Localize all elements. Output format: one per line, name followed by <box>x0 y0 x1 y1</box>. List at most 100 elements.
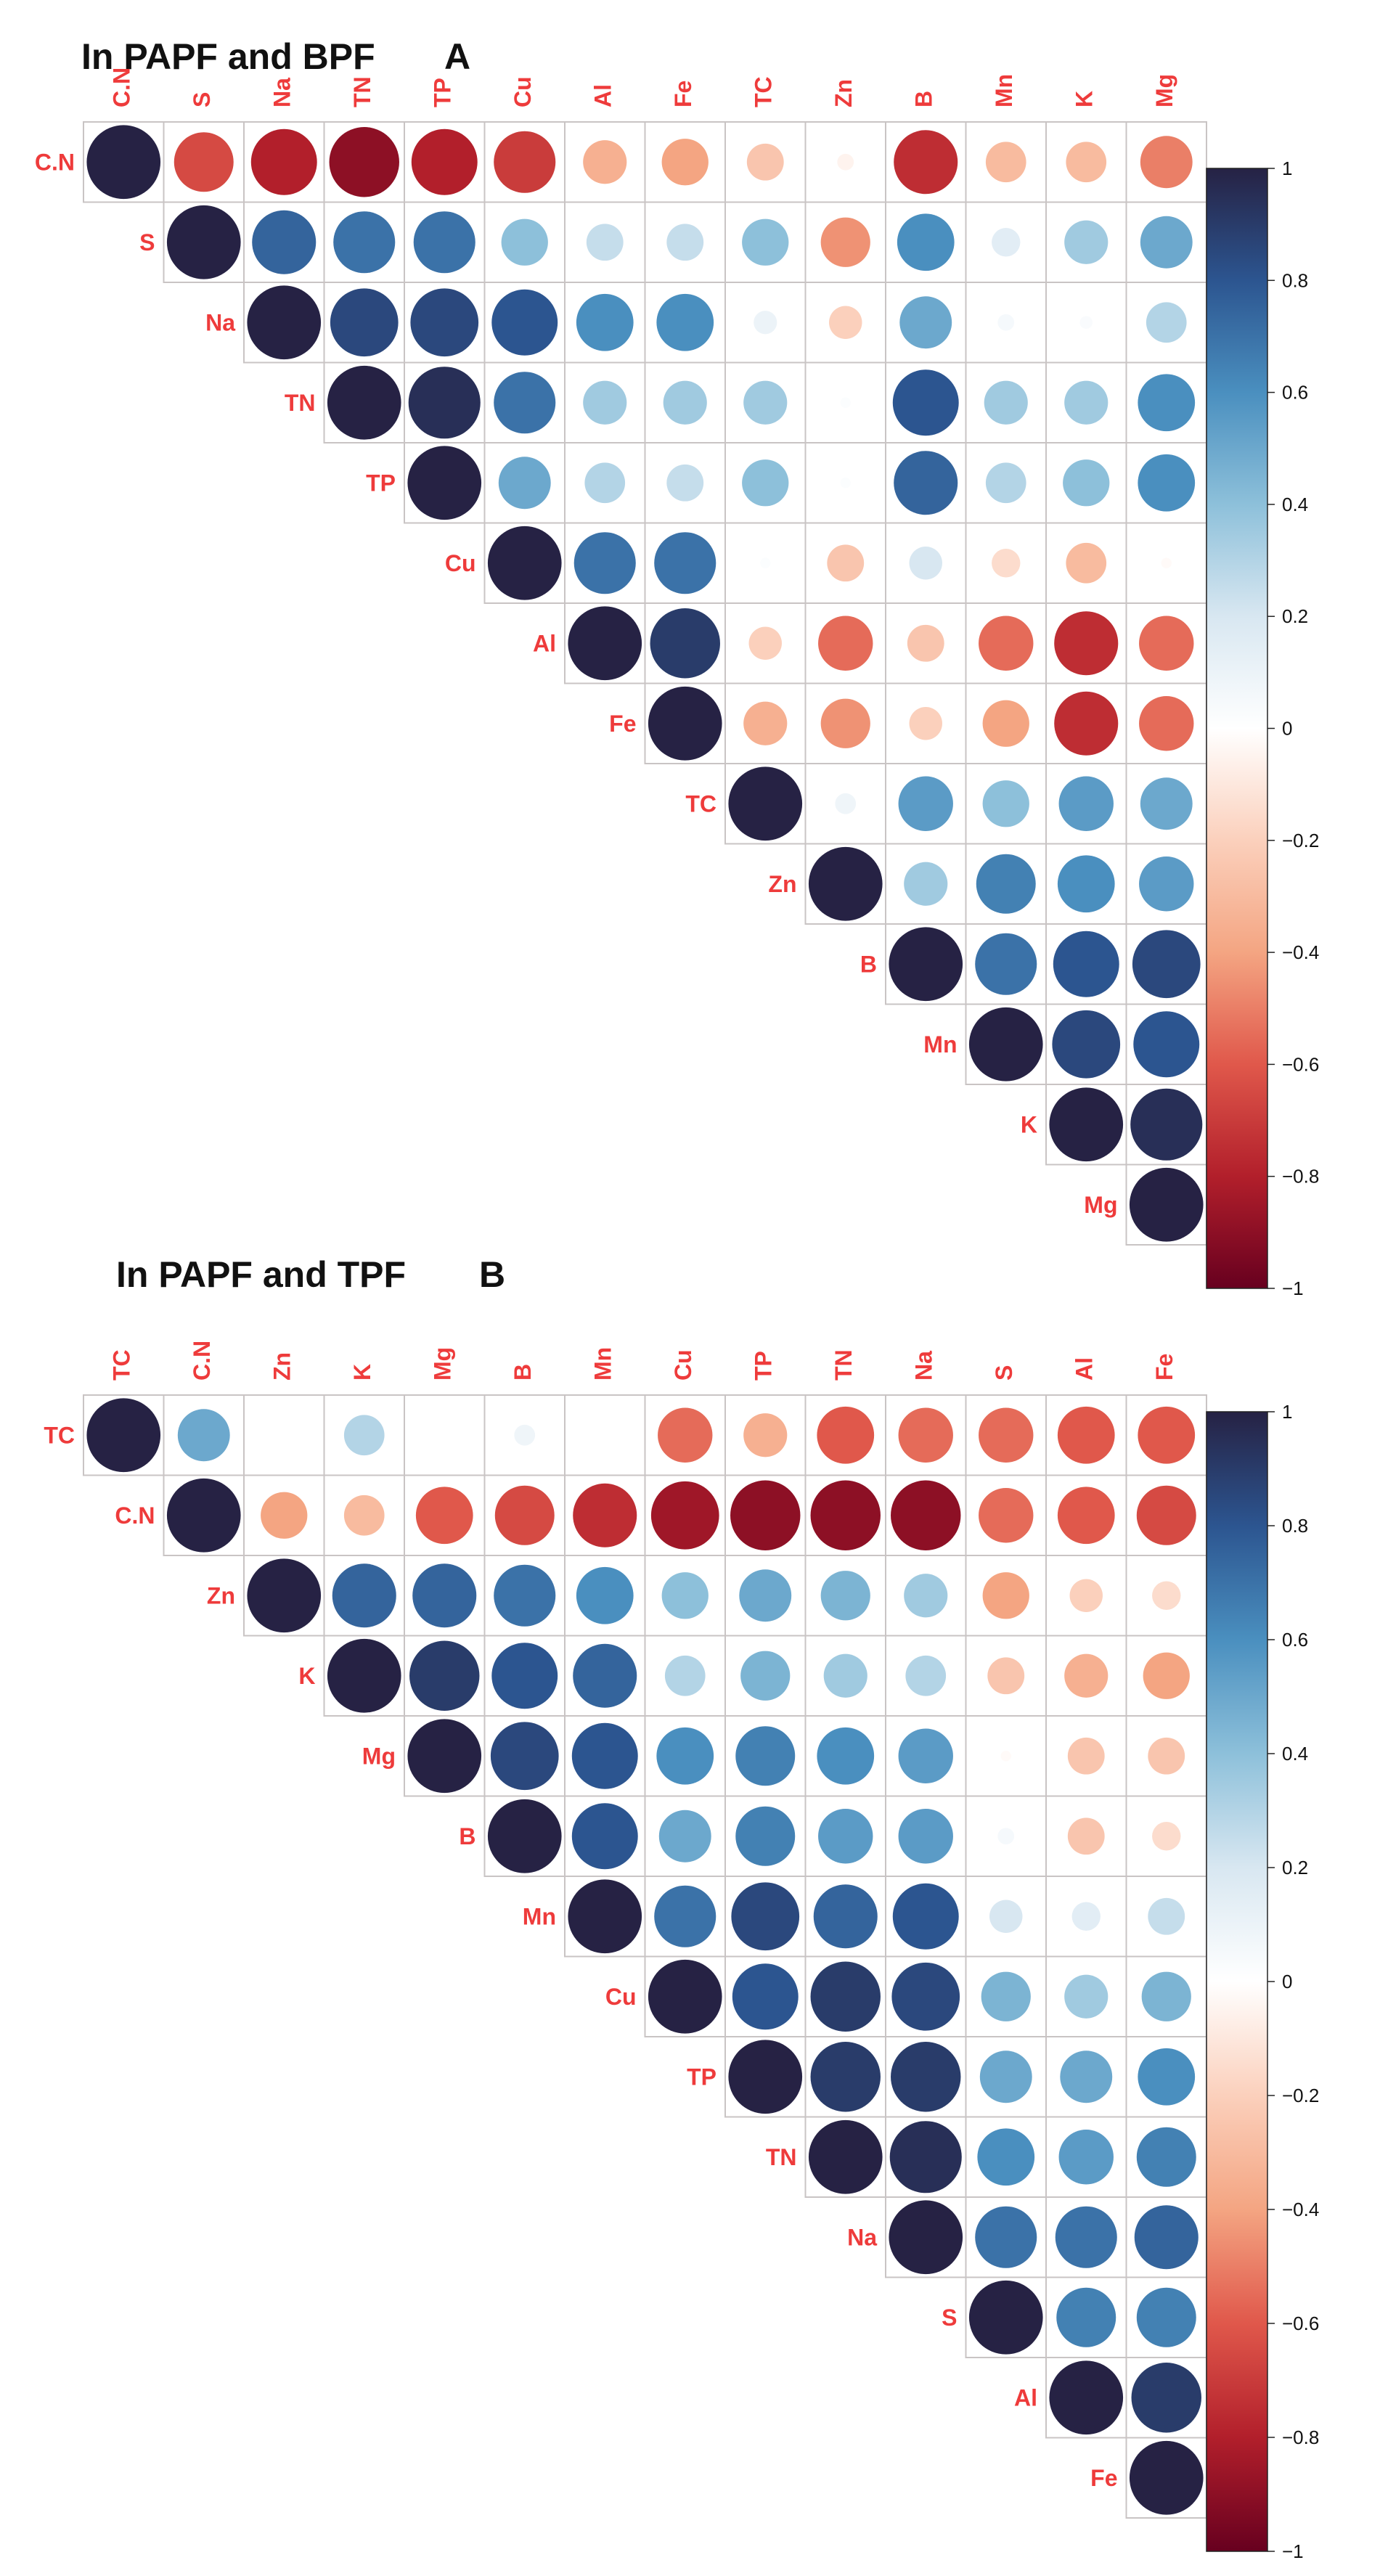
correlation-circle-Mn-K <box>1052 1010 1121 1079</box>
correlation-circle-S-Al <box>586 224 624 261</box>
correlation-circle-K-Al <box>1064 1653 1109 1698</box>
row-label: TN <box>766 2144 797 2170</box>
row-label: B <box>860 951 877 977</box>
colorbar-tick-label: 1 <box>1282 1401 1292 1423</box>
correlation-circle-TC-Mg <box>1140 777 1193 830</box>
correlation-circle-C.N-TP <box>730 1480 801 1550</box>
correlation-circle-Zn-Mg <box>412 1563 477 1628</box>
correlation-circle-Al-Fe <box>650 608 720 679</box>
correlation-circle-B-B <box>487 1799 562 1873</box>
correlation-circle-TN-Na <box>889 2121 962 2193</box>
correlation-circle-Zn-TN <box>820 1571 870 1621</box>
correlation-circle-TP-TP <box>728 2040 803 2114</box>
panel-b-title: In PAPF and TPF <box>116 1254 406 1295</box>
row-label: K <box>1021 1111 1037 1137</box>
row-label: B <box>459 1823 475 1849</box>
correlation-circle-Na-K <box>1079 316 1093 330</box>
correlation-circle-S-Mg <box>1140 216 1193 269</box>
correlation-circle-Cu-Zn <box>827 544 865 582</box>
correlation-circle-Fe-Mg <box>1139 696 1194 751</box>
correlation-circle-Mn-S <box>989 1900 1023 1933</box>
row-label: TC <box>685 790 716 817</box>
column-label: B <box>510 1364 536 1381</box>
colorbar-tick-label: 0.2 <box>1282 1857 1308 1878</box>
correlation-circle-TP-TC <box>742 459 789 507</box>
correlation-circle-TP-B <box>894 451 958 515</box>
correlation-circle-TC-K <box>1058 776 1114 831</box>
correlation-circle-Na-Na <box>247 285 322 360</box>
correlation-circle-C.N-Al <box>1057 1487 1115 1545</box>
colorbar-tick-label: −0.6 <box>1282 1053 1319 1075</box>
column-label: Zn <box>269 1352 295 1381</box>
column-label: K <box>349 1364 375 1381</box>
correlation-circle-Na-TC <box>754 311 777 335</box>
correlation-circle-Na-Zn <box>829 306 862 339</box>
correlation-circle-C.N-C.N <box>86 125 161 200</box>
correlation-circle-Mn-Mn <box>568 1879 642 1954</box>
row-label: TN <box>285 390 316 416</box>
colorbar-tick-label: −1 <box>1282 1277 1304 1299</box>
correlation-circle-TC-S <box>979 1407 1034 1463</box>
correlation-circle-TN-Al <box>583 380 627 425</box>
correlation-circle-TC-B <box>898 776 953 831</box>
correlation-circle-Mn-Mn <box>968 1007 1043 1081</box>
correlation-circle-K-K <box>327 1638 401 1713</box>
correlation-circle-TN-Mg <box>1138 374 1196 432</box>
correlation-circle-C.N-Mg <box>1140 136 1193 189</box>
correlation-circle-TP-TN <box>810 2042 881 2112</box>
correlation-circle-Zn-K <box>332 1563 396 1628</box>
colorbar-tick-label: 0.4 <box>1282 494 1308 515</box>
correlation-circle-C.N-K <box>1066 142 1107 183</box>
correlation-circle-TC-Al <box>1057 1406 1115 1464</box>
panel-a-cells <box>83 121 1207 1246</box>
correlation-circle-Cu-K <box>1066 542 1107 584</box>
column-label: Fe <box>1151 1354 1177 1381</box>
column-label: TP <box>430 78 456 107</box>
correlation-circle-Mg-Cu <box>656 1727 714 1785</box>
row-label: Fe <box>609 711 636 737</box>
correlation-circle-C.N-Mn <box>573 1483 637 1547</box>
correlation-circle-Cu-Fe <box>654 532 716 594</box>
colorbar-tick-label: −0.8 <box>1282 1166 1319 1187</box>
column-label: Mn <box>991 74 1017 107</box>
correlation-circle-K-Mg <box>1130 1088 1203 1161</box>
correlation-circle-Mg-S <box>1000 1751 1011 1762</box>
panel-a-title: In PAPF and BPF <box>81 36 375 77</box>
correlation-circle-Cu-TC <box>760 557 771 568</box>
correlation-circle-TP-Al <box>1060 2050 1113 2103</box>
correlation-circle-S-S <box>166 205 241 279</box>
correlation-circle-Mn-TN <box>813 1884 878 1949</box>
correlation-circle-S-B <box>897 213 955 271</box>
panel-b-labels: TC C.N Zn K Mg B Mn Cu TP TN Na S Al Fe TC C.N Zn K Mg B Mn C… <box>44 1341 1177 2491</box>
correlation-circle-K-K <box>1049 1087 1124 1162</box>
correlation-circle-C.N-Mg <box>415 1487 473 1545</box>
correlation-circle-TC-Fe <box>1138 1406 1196 1464</box>
correlation-circle-Zn-Al <box>1069 1579 1103 1612</box>
column-label: Fe <box>670 81 696 107</box>
matrix-cell <box>965 442 1047 524</box>
colorbar-tick-label: −0.4 <box>1282 941 1319 963</box>
correlation-circle-Zn-Mn <box>976 854 1036 914</box>
correlation-circle-C.N-Fe <box>661 139 709 186</box>
correlation-circle-C.N-Cu <box>494 131 556 193</box>
colorbar-tick-label: 0.6 <box>1282 1629 1308 1651</box>
correlation-circle-TP-S <box>979 2050 1032 2103</box>
correlation-circle-TP-Al <box>584 462 626 504</box>
correlation-circle-Zn-K <box>1057 855 1115 913</box>
column-label: S <box>189 92 215 107</box>
correlation-circle-Mg-Mg <box>407 1719 482 1794</box>
correlation-circle-Mg-Na <box>898 1728 953 1783</box>
colorbar-ticks: 1 0.8 0.6 0.4 0.2 0 −0.2 −0.4 −0.6 −0.8 −1 <box>1267 1401 1319 2562</box>
correlation-circle-Al-Mg <box>1139 616 1194 671</box>
colorbar-tick-label: 0 <box>1282 718 1292 740</box>
correlation-circle-S-K <box>1064 220 1109 264</box>
correlation-circle-TC-C.N <box>177 1409 230 1462</box>
correlation-circle-Mg-TP <box>735 1726 796 1786</box>
correlation-circle-Cu-Fe <box>1141 1971 1191 2021</box>
correlation-circle-S-Al <box>1056 2287 1116 2347</box>
correlation-circle-TN-B <box>892 369 959 436</box>
correlation-circle-Cu-Mn <box>992 549 1021 578</box>
correlation-circle-Na-Mn <box>997 314 1015 331</box>
correlation-circle-B-TP <box>735 1806 796 1866</box>
